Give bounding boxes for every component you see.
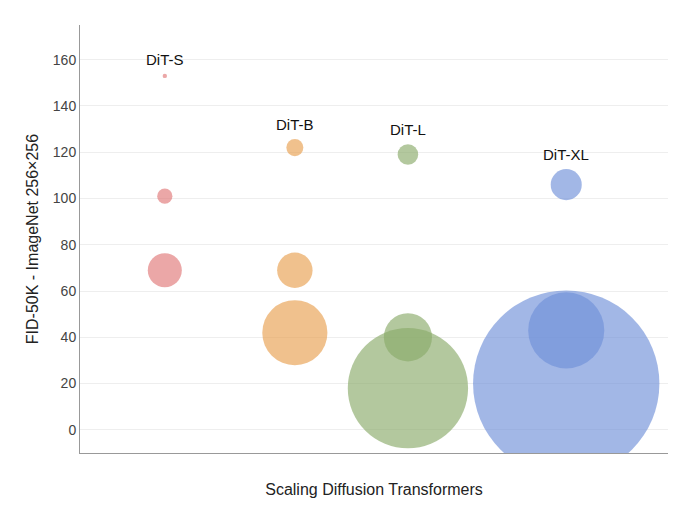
svg-text:FID-50K - ImageNet 256×256: FID-50K - ImageNet 256×256 [24,134,41,344]
svg-text:40: 40 [61,329,77,345]
svg-text:100: 100 [53,190,77,206]
svg-text:120: 120 [53,144,77,160]
svg-text:DiT-XL: DiT-XL [543,146,589,163]
svg-text:140: 140 [53,98,77,114]
svg-text:0: 0 [68,422,76,438]
svg-text:DiT-L: DiT-L [390,121,426,138]
svg-text:60: 60 [61,283,77,299]
svg-text:160: 160 [53,52,77,68]
svg-text:80: 80 [61,237,77,253]
svg-text:Scaling Diffusion Transformers: Scaling Diffusion Transformers [265,481,483,498]
svg-text:20: 20 [61,375,77,391]
svg-text:DiT-S: DiT-S [146,51,184,68]
svg-text:DiT-B: DiT-B [276,116,314,133]
